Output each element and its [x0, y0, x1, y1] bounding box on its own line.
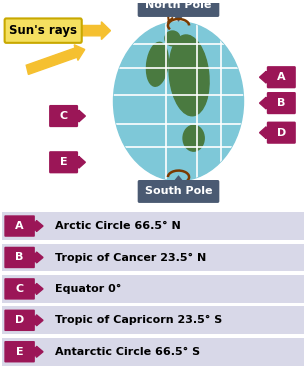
Ellipse shape: [165, 31, 180, 46]
Text: C: C: [60, 111, 68, 121]
FancyBboxPatch shape: [49, 105, 78, 127]
Text: B: B: [277, 98, 285, 108]
FancyBboxPatch shape: [267, 122, 296, 144]
FancyBboxPatch shape: [4, 278, 35, 300]
FancyArrow shape: [77, 110, 85, 122]
FancyBboxPatch shape: [4, 215, 35, 237]
Text: C: C: [16, 284, 24, 294]
FancyBboxPatch shape: [2, 307, 304, 334]
FancyBboxPatch shape: [4, 247, 35, 268]
Text: A: A: [277, 72, 286, 82]
Polygon shape: [173, 175, 184, 182]
FancyArrow shape: [260, 71, 268, 83]
Text: Antarctic Circle 66.5° S: Antarctic Circle 66.5° S: [54, 347, 200, 357]
FancyBboxPatch shape: [4, 341, 35, 363]
Text: North Pole: North Pole: [145, 0, 212, 10]
FancyBboxPatch shape: [2, 338, 304, 366]
Text: A: A: [15, 221, 24, 231]
Ellipse shape: [169, 35, 209, 116]
Text: Equator 0°: Equator 0°: [54, 284, 121, 294]
Text: D: D: [277, 128, 286, 138]
FancyArrow shape: [34, 283, 43, 294]
Text: B: B: [16, 253, 24, 263]
FancyArrow shape: [77, 156, 85, 168]
Ellipse shape: [183, 125, 204, 151]
Text: Tropic of Cancer 23.5° N: Tropic of Cancer 23.5° N: [54, 253, 206, 263]
FancyArrow shape: [80, 22, 110, 40]
Text: South Pole: South Pole: [145, 186, 212, 197]
Text: E: E: [60, 157, 67, 167]
FancyBboxPatch shape: [2, 244, 304, 271]
FancyBboxPatch shape: [267, 66, 296, 88]
Text: Tropic of Capricorn 23.5° S: Tropic of Capricorn 23.5° S: [54, 315, 222, 325]
FancyBboxPatch shape: [2, 275, 304, 303]
FancyBboxPatch shape: [267, 92, 296, 114]
FancyArrow shape: [260, 127, 268, 139]
Ellipse shape: [147, 42, 168, 86]
FancyArrow shape: [34, 315, 43, 326]
Text: E: E: [16, 347, 23, 357]
FancyArrow shape: [34, 346, 43, 357]
FancyBboxPatch shape: [49, 151, 78, 173]
FancyArrow shape: [34, 252, 43, 263]
FancyBboxPatch shape: [2, 212, 304, 240]
Text: Arctic Circle 66.5° N: Arctic Circle 66.5° N: [54, 221, 180, 231]
Text: D: D: [15, 315, 24, 325]
FancyArrow shape: [34, 220, 43, 232]
FancyBboxPatch shape: [5, 18, 82, 43]
FancyBboxPatch shape: [138, 0, 219, 17]
Circle shape: [113, 22, 244, 181]
FancyArrow shape: [26, 45, 85, 75]
Text: Sun's rays: Sun's rays: [9, 24, 77, 37]
FancyBboxPatch shape: [138, 180, 219, 203]
FancyBboxPatch shape: [4, 310, 35, 331]
FancyArrow shape: [260, 97, 268, 109]
Polygon shape: [173, 15, 184, 22]
